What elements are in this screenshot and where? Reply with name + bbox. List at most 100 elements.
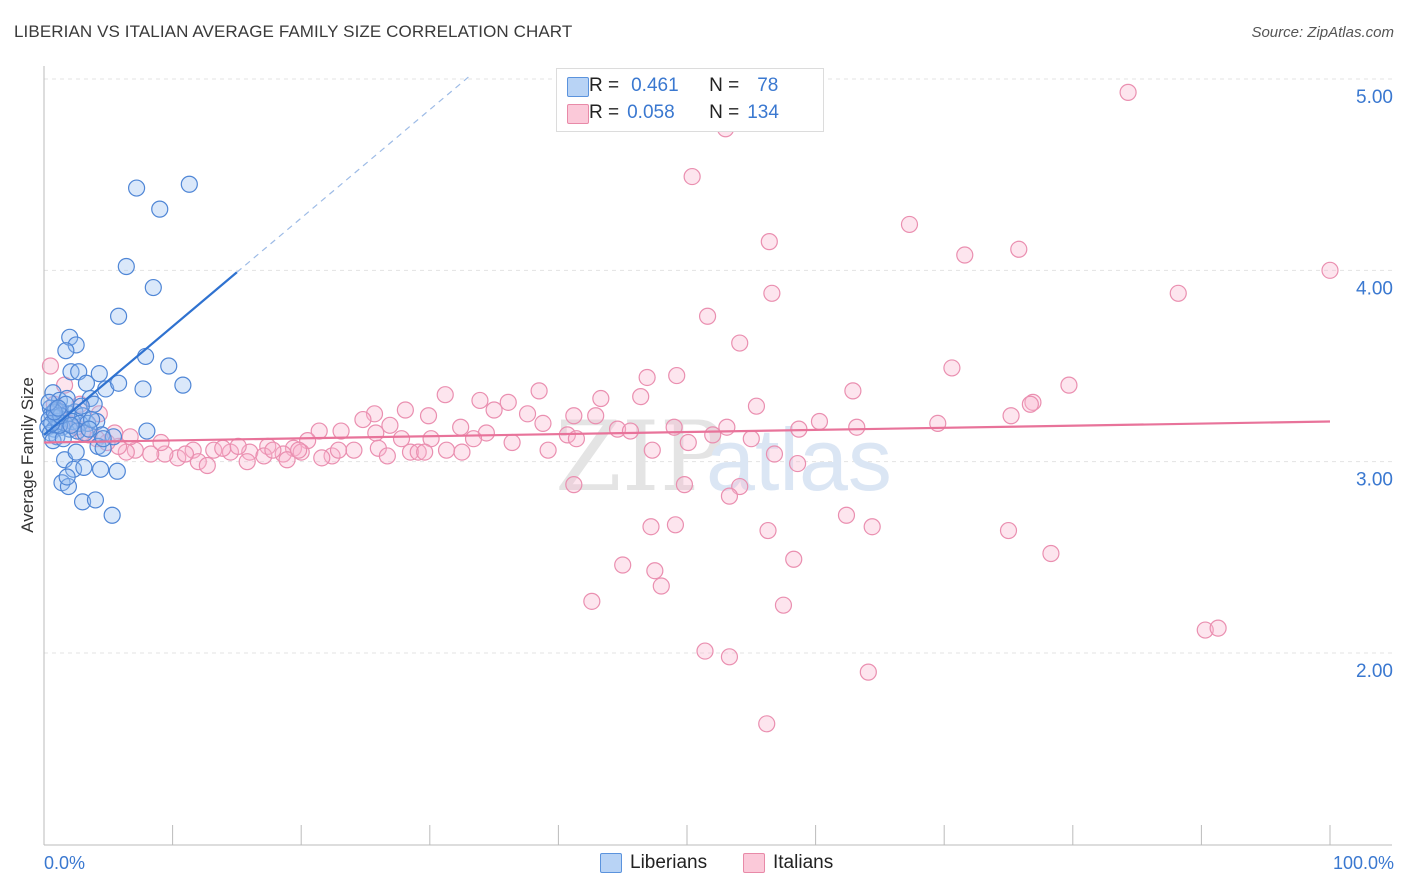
italian-point-98 (416, 443, 434, 461)
italian-point-96 (264, 441, 282, 459)
italian-point-62 (189, 453, 207, 471)
italian-point-87 (229, 437, 247, 455)
liberian-point-9 (67, 336, 85, 354)
italian-point-38 (718, 418, 736, 436)
italian-point-13 (668, 366, 686, 385)
italian-point-117 (720, 487, 739, 505)
liberian-point-0 (127, 179, 146, 197)
italian-point-14 (638, 368, 656, 387)
liberian-point-1 (151, 200, 169, 218)
italian-point-114 (788, 454, 807, 473)
liberian-point-72 (94, 430, 112, 448)
italian-point-112 (1002, 407, 1020, 425)
liberian-point-6 (136, 347, 155, 366)
liberian-point-17 (134, 380, 152, 398)
italian-point-10 (698, 307, 717, 325)
r-label: R = (589, 75, 620, 96)
r-value: 0.461 (631, 75, 679, 96)
italian-point-103 (679, 433, 697, 452)
liberian-point-3 (117, 257, 135, 276)
italian-point-63 (169, 449, 187, 467)
liberian-point-10 (57, 342, 75, 360)
italian-point-4 (760, 233, 778, 251)
y-tick-labels: 2.00 3.00 4.00 5.00 (1356, 87, 1393, 682)
italian-point-19 (632, 388, 650, 406)
n-value: 134 (747, 102, 779, 123)
liberian-point-57 (108, 462, 126, 480)
liberian-point-7 (160, 357, 178, 375)
y-axis-label: Average Family Size (18, 377, 37, 533)
italian-point-83 (121, 428, 139, 446)
italian-point-0 (1119, 83, 1137, 101)
source-label: Source: ZipAtlas.com (1251, 24, 1394, 41)
y-tick-label-2: 4.00 (1356, 278, 1393, 299)
liberians-points (39, 175, 198, 524)
italian-point-78 (41, 357, 60, 375)
italian-point-15 (844, 382, 862, 400)
liberian-point-61 (86, 491, 105, 509)
italian-point-129 (583, 592, 601, 610)
italian-point-28 (485, 401, 503, 419)
liberians-swatch (600, 853, 622, 873)
italian-point-132 (1209, 619, 1227, 637)
italian-point-128 (652, 577, 670, 595)
legend-italians-label: Italians (773, 852, 834, 873)
italian-point-3 (900, 215, 919, 234)
italian-point-100 (453, 443, 471, 461)
legend-row-italians: R = 0.058 N = 134 (567, 100, 779, 126)
italian-point-134 (720, 648, 739, 666)
italian-point-118 (642, 518, 660, 536)
y-tick-label-1: 3.00 (1356, 470, 1393, 491)
italian-point-86 (214, 439, 232, 457)
italian-point-95 (290, 441, 308, 459)
italian-point-102 (765, 445, 784, 463)
italian-point-116 (675, 476, 694, 494)
chart-title: LIBERIAN VS ITALIAN AVERAGE FAMILY SIZE … (14, 22, 573, 41)
italian-point-45 (464, 430, 483, 448)
italians-trend-line (43, 420, 1331, 444)
x-tick-min: 0.0% (44, 853, 86, 873)
italian-point-88 (255, 447, 273, 465)
italian-point-5 (956, 246, 974, 264)
italian-point-24 (499, 393, 517, 411)
italian-point-85 (176, 445, 195, 463)
italian-point-84 (152, 433, 170, 452)
italian-point-27 (419, 407, 438, 425)
italian-point-25 (396, 401, 414, 419)
italian-point-33 (381, 416, 399, 434)
liberian-point-70 (82, 410, 101, 429)
axes (43, 66, 1392, 846)
italian-point-8 (763, 284, 781, 302)
n-label: N = (709, 102, 740, 123)
italian-point-130 (774, 596, 793, 614)
liberian-point-18 (174, 376, 192, 394)
liberians-swatch (567, 77, 589, 97)
italian-point-40 (392, 430, 411, 448)
liberian-point-55 (75, 458, 93, 477)
italian-point-122 (863, 518, 881, 536)
liberian-point-73 (58, 468, 76, 486)
italian-point-54 (409, 443, 427, 461)
liberian-point-5 (109, 307, 128, 325)
italian-point-50 (323, 447, 341, 465)
italian-point-120 (759, 521, 777, 540)
liberian-point-46 (138, 422, 156, 440)
italian-point-127 (646, 562, 664, 580)
liberian-point-13 (90, 365, 108, 383)
italian-point-125 (785, 550, 803, 568)
r-label: R = (589, 102, 620, 123)
italian-point-11 (731, 334, 749, 352)
italian-point-9 (1169, 284, 1187, 302)
liberian-point-62 (103, 506, 121, 524)
italian-point-29 (518, 405, 537, 423)
italian-point-92 (329, 441, 348, 459)
liberian-point-76 (40, 393, 58, 411)
italian-point-94 (198, 456, 216, 475)
italian-point-107 (621, 422, 640, 440)
gridlines (44, 78, 1392, 654)
italian-point-137 (565, 476, 583, 494)
liberian-point-4 (144, 278, 162, 297)
r-value: 0.058 (627, 102, 675, 123)
x-tick-max: 100.0% (1332, 853, 1394, 873)
liberians-trend-line (43, 271, 238, 436)
